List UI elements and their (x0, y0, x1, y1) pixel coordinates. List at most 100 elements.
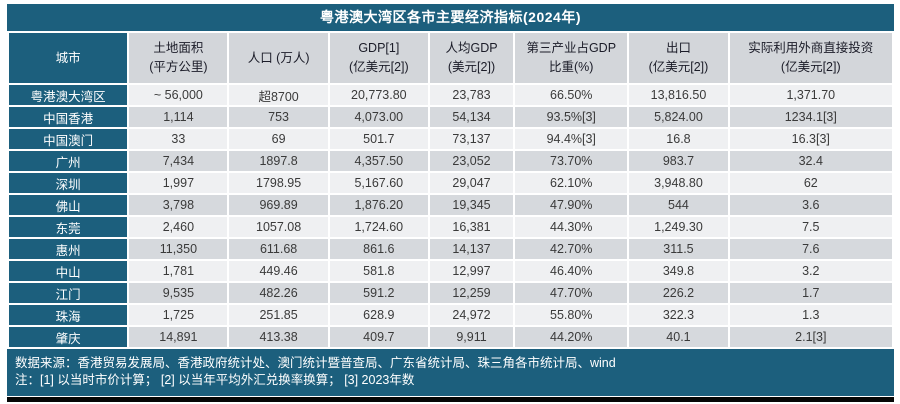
value-cell: 11,350 (129, 239, 228, 259)
table-row: 深圳 1,997 1798.95 5,167.60 29,047 62.10% 3,948.… (9, 173, 892, 193)
value-cell: 2,460 (129, 217, 228, 237)
column-header-exports: 出口 (亿美元[2]) (629, 33, 728, 83)
value-cell: 12,997 (429, 261, 514, 281)
header-unit: (亿美元[2]) (348, 60, 409, 74)
value-cell: 226.2 (629, 283, 728, 303)
header-label: 土地面积 (153, 41, 204, 56)
value-cell: 9,911 (429, 327, 514, 347)
header-label: 人均GDP (445, 41, 498, 56)
value-cell: 14,137 (429, 239, 514, 259)
value-cell: 16,381 (429, 217, 514, 237)
column-header-city: 城市 (9, 33, 128, 83)
value-cell: 47.90% (515, 195, 628, 215)
value-cell: 46.40% (515, 261, 628, 281)
value-cell: 4,073.00 (329, 107, 428, 127)
value-cell: 55.80% (515, 305, 628, 325)
value-cell: 29,047 (429, 173, 514, 193)
value-cell: 1.3 (729, 305, 892, 325)
value-cell: 5,824.00 (629, 107, 728, 127)
bottom-border-bar (7, 397, 894, 402)
value-cell: 409.7 (329, 327, 428, 347)
table-row: 佛山 3,798 969.89 1,876.20 19,345 47.90% 544 3.6 (9, 195, 892, 215)
value-cell: 13,816.50 (629, 85, 728, 105)
value-cell: 9,535 (129, 283, 228, 303)
value-cell: 5,167.60 (329, 173, 428, 193)
value-cell: 3,948.80 (629, 173, 728, 193)
table-row: 中山 1,781 449.46 581.8 12,997 46.40% 349.8 3.2 (9, 261, 892, 281)
value-cell: 501.7 (329, 129, 428, 149)
value-cell: 3.6 (729, 195, 892, 215)
city-cell: 中国澳门 (9, 129, 128, 149)
table-row: 珠海 1,725 251.85 628.9 24,972 55.80% 322.3 1.3 (9, 305, 892, 325)
value-cell: 62 (729, 173, 892, 193)
value-cell: 753 (229, 107, 328, 127)
value-cell: 1,997 (129, 173, 228, 193)
value-cell: 322.3 (629, 305, 728, 325)
value-cell: 19,345 (429, 195, 514, 215)
value-cell: 1234.1[3] (729, 107, 892, 127)
value-cell: 93.5%[3] (515, 107, 628, 127)
value-cell: 23,783 (429, 85, 514, 105)
value-cell: 449.46 (229, 261, 328, 281)
city-cell: 肇庆 (9, 327, 128, 347)
city-cell: 粤港澳大湾区 (9, 85, 128, 105)
value-cell: 1,114 (129, 107, 228, 127)
header-unit: (平方公里) (149, 60, 208, 74)
value-cell: 42.70% (515, 239, 628, 259)
table-header: 城市 土地面积 (平方公里) 人口 (万人) GDP[1] (亿美元[2]) 人 (9, 33, 892, 83)
table-row: 东莞 2,460 1057.08 1,724.60 16,381 44.30% 1,249.… (9, 217, 892, 237)
value-cell: 73,137 (429, 129, 514, 149)
economic-indicators-table: 城市 土地面积 (平方公里) 人口 (万人) GDP[1] (亿美元[2]) 人 (7, 31, 894, 349)
city-cell: 佛山 (9, 195, 128, 215)
value-cell: 94.4%[3] (515, 129, 628, 149)
value-cell: ~ 56,000 (129, 85, 228, 105)
city-cell: 广州 (9, 151, 128, 171)
value-cell: 47.70% (515, 283, 628, 303)
value-cell: 66.50% (515, 85, 628, 105)
value-cell: 1,781 (129, 261, 228, 281)
value-cell: 311.5 (629, 239, 728, 259)
city-cell: 中国香港 (9, 107, 128, 127)
data-source-note: 数据来源：香港贸易发展局、香港政府统计处、澳门统计暨普查局、广东省统计局、珠三角… (15, 356, 616, 370)
column-header-tertiary-share: 第三产业占GDP 比重(%) (515, 33, 628, 83)
table-title: 粤港澳大湾区各市主要经济指标(2024年) (7, 4, 894, 31)
value-cell: 413.38 (229, 327, 328, 347)
value-cell: 16.3[3] (729, 129, 892, 149)
value-cell: 4,357.50 (329, 151, 428, 171)
header-label: 第三产业占GDP (526, 41, 617, 56)
city-cell: 深圳 (9, 173, 128, 193)
column-header-population: 人口 (万人) (229, 33, 328, 83)
column-header-fdi: 实际利用外商直接投资 (亿美元[2]) (729, 33, 892, 83)
city-cell: 江门 (9, 283, 128, 303)
table-row: 广州 7,434 1897.8 4,357.50 23,052 73.70% 983.7 32… (9, 151, 892, 171)
value-cell: 7.6 (729, 239, 892, 259)
value-cell: 611.68 (229, 239, 328, 259)
city-cell: 惠州 (9, 239, 128, 259)
value-cell: 44.20% (515, 327, 628, 347)
header-row: 城市 土地面积 (平方公里) 人口 (万人) GDP[1] (亿美元[2]) 人 (9, 33, 892, 83)
value-cell: 1798.95 (229, 173, 328, 193)
value-cell: 2.1[3] (729, 327, 892, 347)
value-cell: 1,249.30 (629, 217, 728, 237)
table-row: 惠州 11,350 611.68 861.6 14,137 42.70% 311.5 7.6 (9, 239, 892, 259)
value-cell: 73.70% (515, 151, 628, 171)
value-cell: 24,972 (429, 305, 514, 325)
value-cell: 33 (129, 129, 228, 149)
value-cell: 581.8 (329, 261, 428, 281)
value-cell: 44.30% (515, 217, 628, 237)
column-header-gdp-per-capita: 人均GDP (美元[2]) (429, 33, 514, 83)
value-cell: 14,891 (129, 327, 228, 347)
value-cell: 1897.8 (229, 151, 328, 171)
value-cell: 12,259 (429, 283, 514, 303)
value-cell: 1,724.60 (329, 217, 428, 237)
value-cell: 861.6 (329, 239, 428, 259)
value-cell: 349.8 (629, 261, 728, 281)
value-cell: 23,052 (429, 151, 514, 171)
value-cell: 628.9 (329, 305, 428, 325)
value-cell: 1,876.20 (329, 195, 428, 215)
value-cell: 983.7 (629, 151, 728, 171)
header-unit: (亿美元[2]) (780, 60, 841, 74)
table-row: 中国澳门 33 69 501.7 73,137 94.4%[3] 16.8 16.3[3] (9, 129, 892, 149)
value-cell: 1.7 (729, 283, 892, 303)
